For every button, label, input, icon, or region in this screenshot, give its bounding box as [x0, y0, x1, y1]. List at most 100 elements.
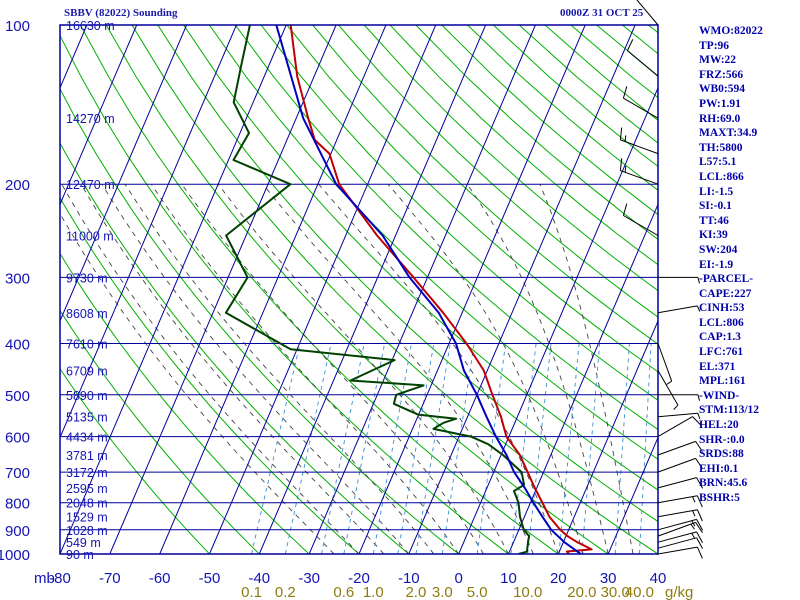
height-label: 549 m	[66, 536, 101, 550]
mixing-ratio-line	[321, 343, 365, 554]
temperature-tick-label: -40	[248, 570, 270, 587]
moist-adiabat	[262, 183, 534, 554]
stat-item: CAP:1.3	[699, 331, 741, 344]
temperature-tick-label: 20	[550, 570, 567, 587]
dry-adiabat	[60, 252, 310, 554]
wind-barb	[657, 343, 673, 385]
height-label: 12470 m	[66, 178, 115, 192]
pressure-tick-label: 700	[5, 465, 30, 482]
wind-barb	[657, 518, 704, 531]
dry-adiabat	[570, 25, 658, 99]
valid-time: 0000Z 31 OCT 25	[560, 7, 644, 19]
station-title: SBBV (82022) Sounding	[64, 7, 178, 19]
mixing-ratio-label: 30.0	[601, 584, 630, 600]
height-label: 4434 m	[66, 431, 108, 445]
pressure-tick-label: 600	[5, 430, 30, 447]
mixing-ratio-line	[441, 343, 475, 554]
wind-barb	[626, 39, 659, 77]
mixing-ratio-line	[510, 343, 537, 554]
pressure-tick-label: 100	[5, 18, 30, 35]
wind-barb	[622, 203, 659, 236]
mixing-ratio-label: 0.6	[333, 584, 354, 600]
temperature-tick-label: -20	[348, 570, 370, 587]
moist-adiabat	[150, 183, 460, 554]
wind-barb	[657, 477, 704, 489]
mixing-ratio-label: 1.0	[363, 584, 384, 600]
wind-barb	[657, 521, 703, 537]
height-label: 1028 m	[66, 524, 108, 538]
isotherm	[60, 25, 237, 439]
mixing-ratio-line	[397, 343, 435, 554]
dry-adiabat	[79, 25, 559, 554]
mixing-ratio-line	[527, 343, 552, 554]
temperature-tick-label: -70	[99, 570, 121, 587]
dry-adiabat	[183, 25, 658, 491]
stat-item: FRZ:566	[699, 68, 744, 81]
height-label: 11000 m	[66, 230, 114, 244]
height-label: 3781 m	[66, 449, 108, 463]
parcel-trace	[275, 25, 582, 554]
pressure-tick-label: 1000	[0, 547, 30, 564]
wind-barbs	[619, 0, 704, 559]
dry-adiabat	[60, 34, 509, 554]
wind-barb	[619, 127, 659, 155]
stat-item: LCL:866	[699, 170, 744, 183]
isotherm	[408, 25, 636, 554]
dewpoint-trace	[224, 25, 531, 554]
wind-barb	[657, 416, 702, 438]
mixing-ratio-label: 20.0	[567, 584, 596, 600]
mixing-ratio-line	[343, 343, 386, 554]
stat-item: RH:69.0	[699, 112, 741, 125]
height-label: 7610 m	[66, 338, 108, 352]
wind-barb	[657, 546, 703, 559]
isotherm	[60, 25, 188, 323]
mixing-ratio-label: 10.0	[513, 584, 542, 600]
mixing-ratio-line	[614, 343, 630, 554]
dry-adiabat	[286, 25, 658, 373]
stat-item: SW:204	[699, 243, 738, 256]
plot-frame	[59, 24, 659, 555]
wind-barb	[657, 412, 701, 420]
stat-item: TT:46	[699, 214, 729, 227]
stat-item: EHI:0.1	[699, 462, 739, 475]
stat-item: SRDS:88	[699, 448, 744, 461]
dry-adiabat	[234, 25, 658, 431]
dry-adiabat	[157, 25, 658, 523]
wind-barb	[657, 537, 704, 549]
temperature-tick-label: 30	[600, 570, 617, 587]
height-label: 14270 m	[66, 112, 115, 126]
mixing-ratio-line	[638, 343, 652, 554]
pressure-tick-label: 500	[5, 388, 30, 405]
pressure-tick-label: 800	[5, 496, 30, 513]
stat-item: TP:96	[699, 39, 730, 52]
temperature-tick-label: -60	[149, 570, 171, 587]
dry-adiabat	[105, 25, 609, 554]
stat-item: WMO:82022	[699, 25, 763, 37]
isotherm	[308, 25, 536, 554]
stat-item: LCL:806	[699, 316, 744, 329]
dry-adiabat	[363, 25, 658, 292]
temperature-tick-label: 40	[650, 570, 667, 587]
height-label: 5135 m	[66, 411, 108, 425]
stat-item: LFC:761	[699, 346, 744, 359]
stat-item: HEL:20	[699, 419, 739, 432]
stat-item: BSHR:5	[699, 492, 740, 504]
temperature-tick-label: -10	[398, 570, 420, 587]
mixing-ratio-line	[415, 343, 451, 554]
dry-adiabat	[60, 309, 260, 554]
height-label: 2048 m	[66, 497, 108, 511]
wind-barb	[657, 457, 703, 473]
wind-barb	[657, 370, 679, 410]
stat-item: LI:-1.5	[699, 185, 734, 198]
stat-item: CINH:53	[699, 302, 745, 315]
dry-adiabat	[389, 25, 658, 266]
dry-adiabat	[60, 196, 360, 554]
isotherm	[557, 319, 658, 554]
wind-barb	[622, 86, 659, 119]
isotherm	[159, 25, 387, 554]
dry-adiabat	[777, 25, 800, 554]
mixing-ratio-label: 0.2	[275, 584, 296, 600]
stat-item: TH:5800	[699, 141, 743, 154]
mixing-ratio-label: 5.0	[467, 584, 488, 600]
